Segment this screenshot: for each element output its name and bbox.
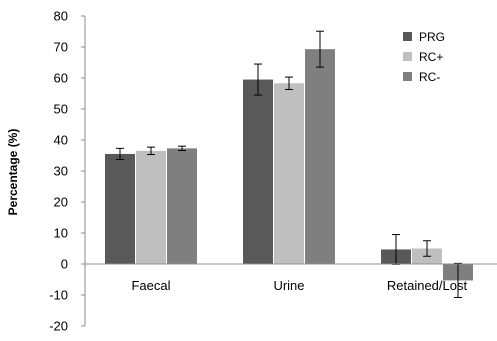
legend-label: PRG (419, 30, 445, 44)
y-tick-label: 70 (54, 40, 68, 55)
category-label: Faecal (131, 278, 170, 293)
legend-swatch (403, 32, 412, 41)
category-label: Urine (273, 278, 304, 293)
y-tick-label: 20 (54, 195, 68, 210)
y-tick-label: -20 (49, 319, 68, 334)
category-labels: Faecal Urine Retained/Lost (131, 278, 467, 293)
axes (84, 16, 497, 326)
bar (167, 148, 197, 264)
legend-label: RC+ (419, 50, 443, 64)
legend: PRG RC+ RC- (403, 30, 445, 84)
y-tick-label: 50 (54, 102, 68, 117)
legend-swatch (403, 72, 412, 81)
y-tick-label: 80 (54, 9, 68, 24)
bar (136, 150, 166, 264)
y-tick-label: 60 (54, 71, 68, 86)
legend-swatch (403, 52, 412, 61)
bar (305, 49, 335, 264)
legend-label: RC- (419, 70, 440, 84)
y-tick-label: -10 (49, 288, 68, 303)
y-axis-title: Percentage (%) (6, 129, 20, 216)
y-axis-ticks: -20 -10 0 10 20 30 40 50 60 70 80 (49, 9, 85, 334)
bar (243, 79, 273, 264)
y-tick-label: 0 (61, 257, 68, 272)
bars (105, 30, 473, 298)
y-tick-label: 10 (54, 226, 68, 241)
bar (274, 83, 304, 265)
bar (105, 153, 135, 264)
y-tick-label: 30 (54, 164, 68, 179)
y-tick-label: 40 (54, 133, 68, 148)
category-label: Retained/Lost (387, 278, 468, 293)
